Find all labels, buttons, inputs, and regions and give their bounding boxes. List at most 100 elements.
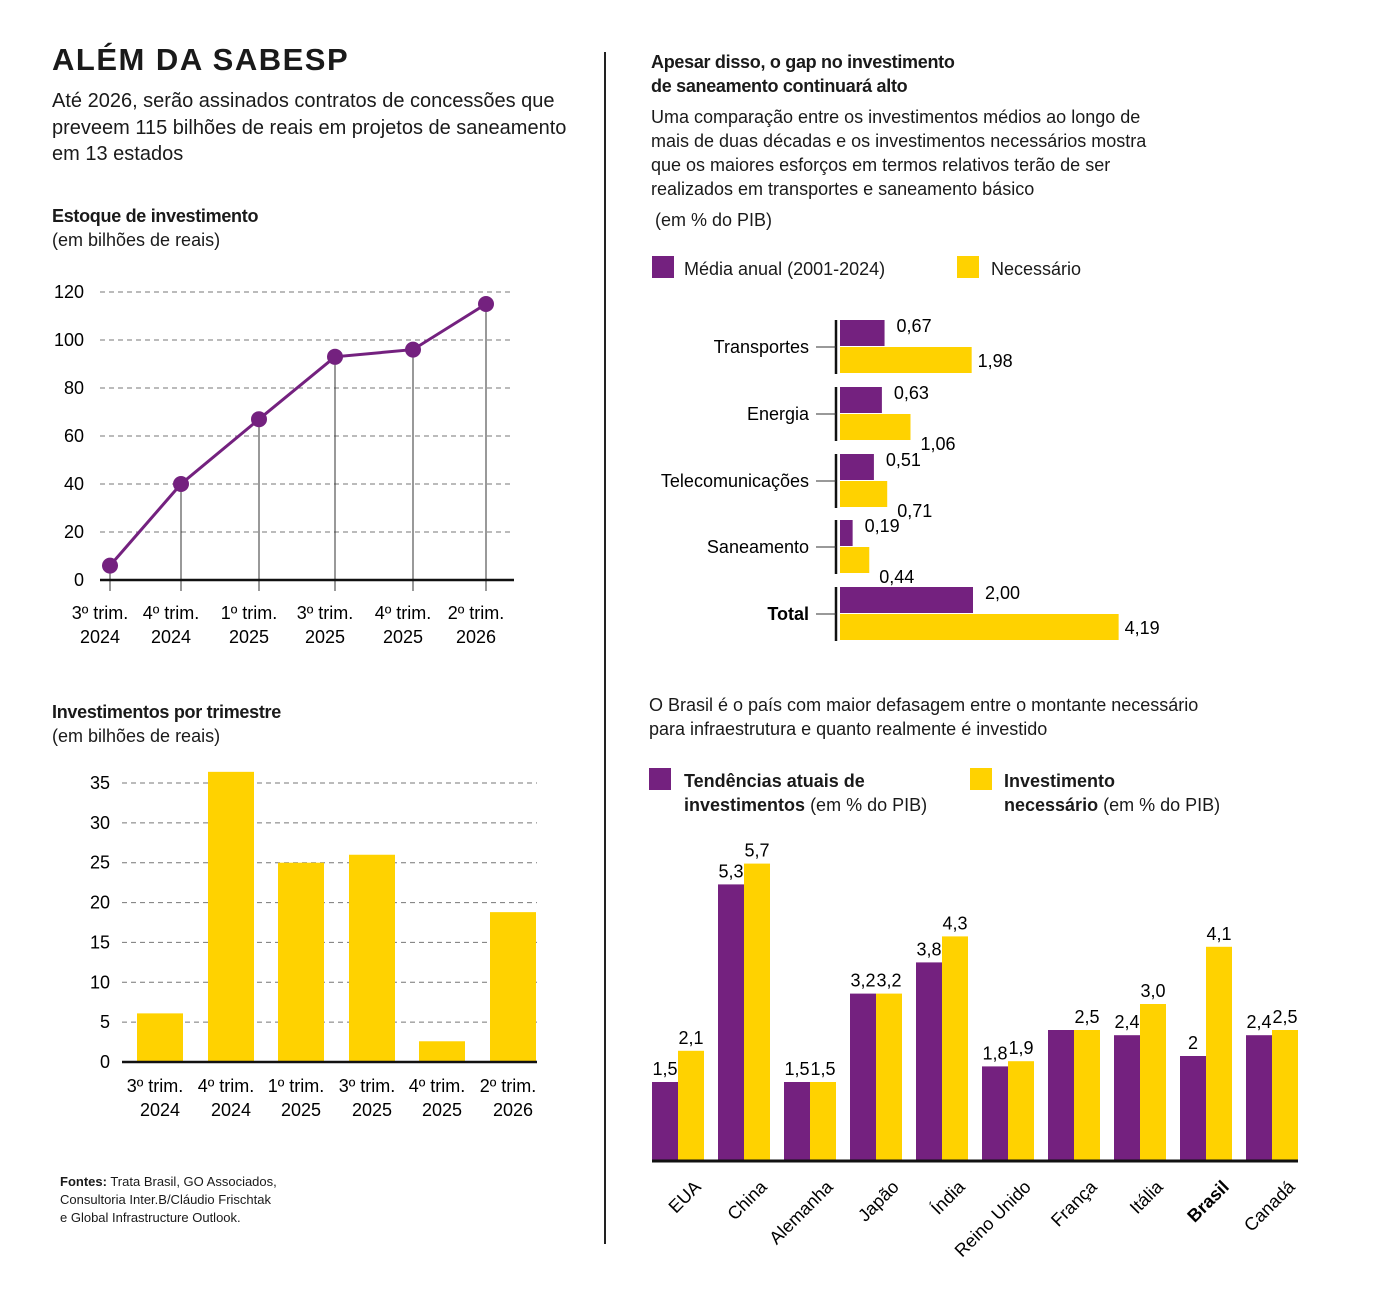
line-chart-subtitle: (em bilhões de reais) (52, 230, 221, 250)
data-point (251, 411, 267, 428)
sources-text: Trata Brasil, GO Associados, Consultoria… (60, 1174, 277, 1225)
category-label: Telecomunicações (661, 471, 809, 491)
x-tick-label: 2026 (493, 1100, 533, 1120)
x-tick-label: 3º trim. (72, 603, 129, 623)
bar (840, 454, 874, 480)
x-tick-label: 1º trim. (268, 1076, 325, 1096)
y-tick-label: 25 (90, 853, 110, 873)
x-tick-label: 2025 (305, 627, 345, 647)
data-point (173, 476, 189, 492)
line-chart-title: Estoque de investimento (52, 206, 259, 226)
bar (876, 993, 902, 1160)
legend-label-required: Necessário (991, 259, 1082, 279)
value-label: 1,9 (1008, 1038, 1033, 1058)
category-label: Total (767, 604, 809, 624)
y-tick-label: 20 (90, 893, 110, 913)
value-label: 1,5 (810, 1059, 835, 1079)
x-tick-label: 2025 (383, 627, 423, 647)
country-label: França (1047, 1176, 1101, 1230)
bar (840, 547, 870, 573)
x-tick-label: 4º trim. (375, 603, 432, 623)
bar (1074, 1030, 1100, 1160)
country-label: China (723, 1176, 771, 1224)
legend-needed-line1: Investimento (1004, 771, 1116, 791)
bar (840, 414, 911, 440)
x-tick-label: 2024 (80, 627, 120, 647)
country-label: Índia (927, 1176, 969, 1218)
legend-swatch-needed (970, 768, 992, 790)
value-label: 3,2 (876, 971, 901, 991)
x-tick-label: 2025 (422, 1100, 462, 1120)
x-tick-label: 2024 (151, 627, 191, 647)
value-label: 1,5 (652, 1059, 677, 1079)
x-tick-label: 3º trim. (297, 603, 354, 623)
value-label: 4,19 (1125, 618, 1160, 638)
x-tick-label: 3º trim. (339, 1076, 396, 1096)
x-tick-label: 2º trim. (448, 603, 505, 623)
value-label: 0,51 (886, 450, 921, 470)
unit-note: (em % do PIB) (655, 210, 773, 230)
bar (1180, 1056, 1206, 1160)
value-label: 2,4 (1114, 1012, 1139, 1032)
value-label: 2 (1188, 1033, 1198, 1053)
y-tick-label: 60 (64, 426, 84, 446)
value-label: 3,8 (916, 939, 941, 959)
legend-swatch-average (652, 256, 674, 278)
country-label: Japão (854, 1177, 903, 1226)
legend-label-average: Média anual (2001-2024) (684, 259, 886, 279)
country-label: Alemanha (765, 1176, 837, 1248)
value-label: 1,98 (978, 351, 1013, 371)
y-tick-label: 20 (64, 522, 84, 542)
bar (1048, 1030, 1074, 1160)
bar (1206, 946, 1232, 1160)
bar (1140, 1004, 1166, 1160)
data-point (405, 341, 421, 358)
country-label: Brasil (1183, 1177, 1233, 1227)
bar-chart-subtitle: (em bilhões de reais) (52, 726, 221, 746)
data-point (102, 557, 118, 574)
legend-label-needed: Investimento necessário (em % do PIB) (1004, 771, 1221, 815)
legend-label-current: Tendências atuais de investimentos (em % … (684, 771, 928, 815)
x-tick-label: 2026 (456, 627, 496, 647)
bar (840, 587, 973, 613)
x-tick-label: 4º trim. (143, 603, 200, 623)
line-chart: 0 20 40 60 80 100 120 3º trim. 2024 4º trim. 2024 1… (54, 282, 514, 647)
y-tick-label: 0 (74, 570, 84, 590)
category-label: Transportes (714, 337, 809, 357)
value-label: 0,44 (879, 567, 914, 587)
legend-current-line1: Tendências atuais de (684, 771, 865, 791)
value-label: 0,63 (894, 383, 929, 403)
value-label: 2,00 (985, 583, 1020, 603)
bar (1272, 1030, 1298, 1160)
legend-swatch-current (649, 768, 671, 790)
value-label: 0,67 (897, 316, 932, 336)
legend-needed-suffix: (em % do PIB) (1103, 795, 1221, 815)
value-label: 4,3 (942, 913, 967, 933)
bar (840, 614, 1119, 640)
value-label: 1,06 (920, 434, 955, 454)
bar (942, 936, 968, 1160)
value-label: 3,0 (1140, 981, 1165, 1001)
country-label: Canadá (1240, 1176, 1299, 1235)
y-tick-label: 15 (90, 932, 110, 952)
x-tick-label: 2024 (211, 1100, 251, 1120)
bar (840, 347, 972, 373)
value-label: 2,5 (1272, 1007, 1297, 1027)
y-tick-label: 0 (100, 1052, 110, 1072)
bar-chart-title: Investimentos por trimestre (52, 702, 281, 722)
series-line (108, 302, 487, 567)
x-tick-label: 2025 (281, 1100, 321, 1120)
x-tick-label: 1º trim. (221, 603, 278, 623)
bar (840, 320, 885, 346)
bar (419, 1041, 465, 1062)
value-label: 5,3 (718, 861, 743, 881)
value-label: 0,19 (865, 516, 900, 536)
bar (840, 520, 853, 546)
y-tick-label: 40 (64, 474, 84, 494)
value-label: 1,8 (982, 1043, 1007, 1063)
x-tick-label: 2024 (140, 1100, 180, 1120)
x-tick-label: 2025 (229, 627, 269, 647)
data-point (478, 296, 494, 312)
